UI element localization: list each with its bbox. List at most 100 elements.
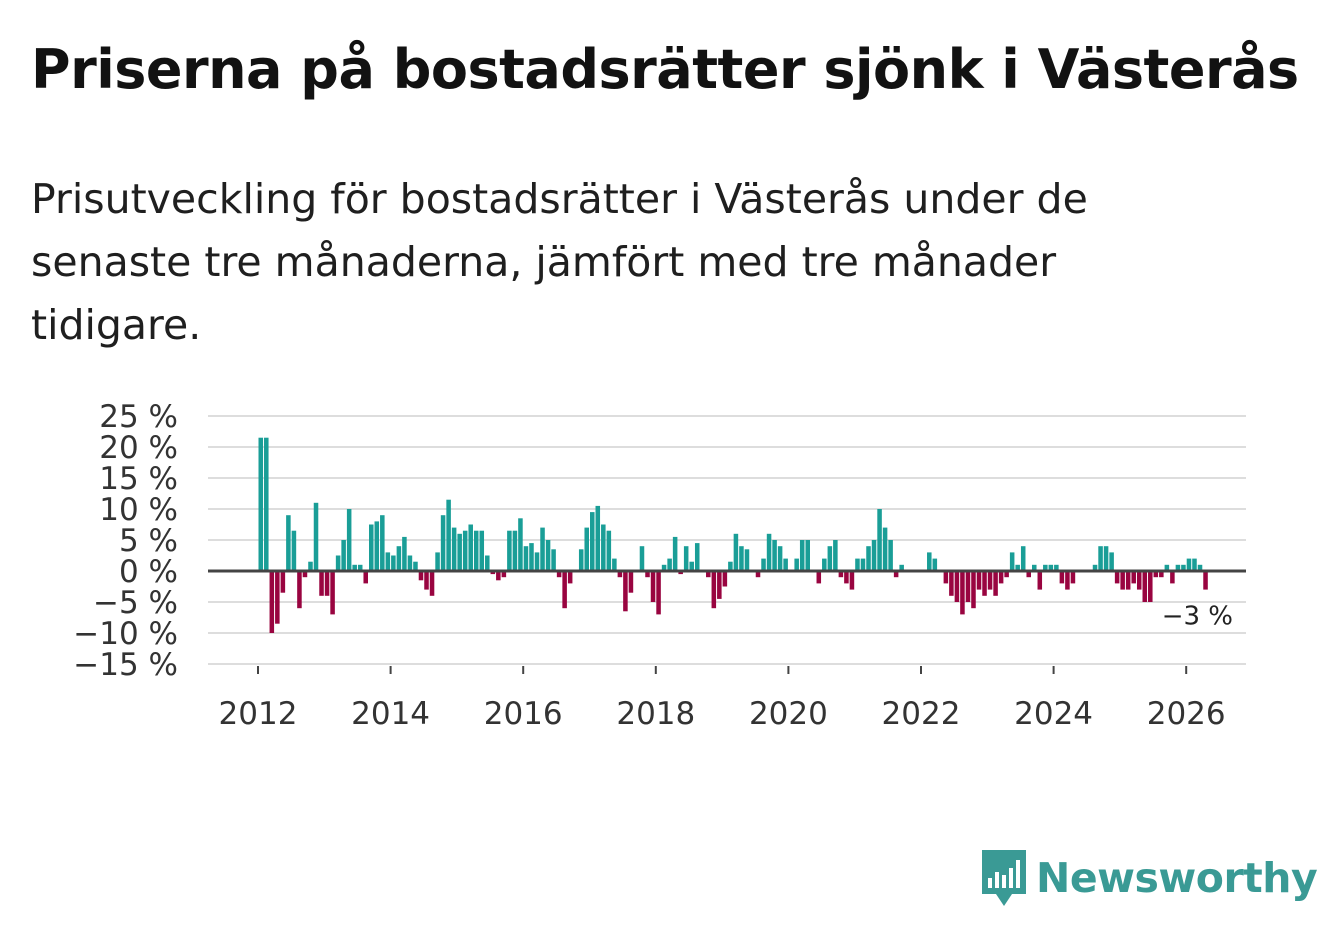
bar	[1114, 571, 1120, 584]
bar	[1153, 571, 1159, 578]
bar	[794, 558, 799, 571]
brand-name: Newsworthy	[1036, 854, 1318, 902]
x-tick-label: 2012	[219, 696, 298, 732]
bar	[706, 571, 711, 578]
bar	[534, 552, 540, 571]
bar	[346, 509, 352, 571]
bar	[1181, 564, 1186, 571]
bar	[899, 564, 904, 571]
bar	[424, 571, 429, 590]
bar	[402, 536, 407, 571]
bar	[1054, 564, 1059, 571]
bar	[799, 540, 805, 571]
bar	[1170, 571, 1175, 584]
bar	[755, 571, 761, 578]
bar	[739, 546, 744, 571]
x-tick-label: 2014	[351, 696, 430, 732]
bar	[485, 555, 490, 571]
bar	[628, 571, 634, 593]
bar	[275, 571, 280, 624]
bar	[529, 543, 534, 571]
bar	[667, 558, 672, 571]
chart-subtitle: Prisutveckling för bostadsrätter i Väste…	[31, 175, 1088, 349]
bar	[1175, 564, 1181, 571]
bar	[590, 512, 595, 571]
bar	[766, 533, 772, 571]
y-tick-label: −5 %	[93, 585, 178, 621]
bar	[1032, 564, 1037, 571]
bar	[1043, 564, 1048, 571]
bar	[623, 571, 628, 612]
bar	[998, 571, 1004, 584]
y-tick-label: 15 %	[99, 461, 178, 497]
bar	[661, 564, 667, 571]
bar	[683, 546, 689, 571]
bar	[877, 509, 882, 571]
bar	[440, 515, 446, 571]
bar	[860, 558, 866, 571]
bar	[335, 555, 341, 571]
bar	[357, 564, 363, 571]
bar	[280, 571, 286, 593]
bar	[1197, 564, 1203, 571]
bar	[380, 515, 385, 571]
x-axis-labels: 2012 2014 2016 2018 2020 2022 2024 2026	[219, 666, 1226, 732]
x-tick-label: 2020	[749, 696, 828, 732]
bar	[882, 527, 888, 571]
bar	[893, 571, 899, 578]
bar	[993, 571, 998, 596]
bar	[689, 561, 694, 571]
bar	[468, 524, 473, 571]
bar	[783, 558, 788, 571]
bar	[551, 549, 556, 571]
bar	[1120, 571, 1125, 590]
bar	[772, 540, 777, 571]
bar	[1186, 558, 1192, 571]
bar	[1009, 552, 1015, 571]
bar	[490, 571, 496, 575]
bar	[1059, 571, 1065, 584]
bar	[1192, 558, 1197, 571]
bar	[324, 571, 330, 596]
bar	[479, 530, 485, 571]
bar	[606, 530, 612, 571]
bar	[849, 571, 855, 590]
bar	[728, 561, 733, 571]
bar	[717, 571, 722, 599]
bar	[1164, 564, 1170, 571]
bar	[496, 571, 501, 581]
bar	[308, 561, 313, 571]
bar	[1004, 571, 1009, 578]
bar	[507, 530, 512, 571]
bar	[1098, 546, 1103, 571]
bar	[965, 571, 971, 602]
bar	[540, 527, 545, 571]
bar	[446, 499, 451, 571]
bar	[330, 571, 335, 615]
bar	[457, 533, 462, 571]
bar	[645, 571, 650, 578]
bar	[612, 558, 617, 571]
bar	[258, 437, 264, 571]
x-tick-label: 2016	[484, 696, 563, 732]
bar	[927, 552, 932, 571]
newsworthy-logo: Newsworthy	[980, 848, 1318, 908]
bar	[1037, 571, 1043, 590]
bar	[960, 571, 965, 615]
bar	[352, 564, 357, 571]
y-tick-label: −15 %	[73, 647, 178, 683]
bar	[871, 540, 877, 571]
bar	[733, 533, 739, 571]
bar	[1131, 571, 1136, 584]
bar	[976, 571, 982, 590]
y-tick-label: 10 %	[99, 492, 178, 528]
bar	[1109, 552, 1114, 571]
bar	[556, 571, 562, 578]
bar	[269, 571, 275, 633]
bar	[694, 543, 700, 571]
bar	[1148, 571, 1153, 602]
bar	[1103, 546, 1109, 571]
bar	[302, 571, 308, 578]
bar	[982, 571, 987, 596]
bar	[595, 505, 601, 571]
